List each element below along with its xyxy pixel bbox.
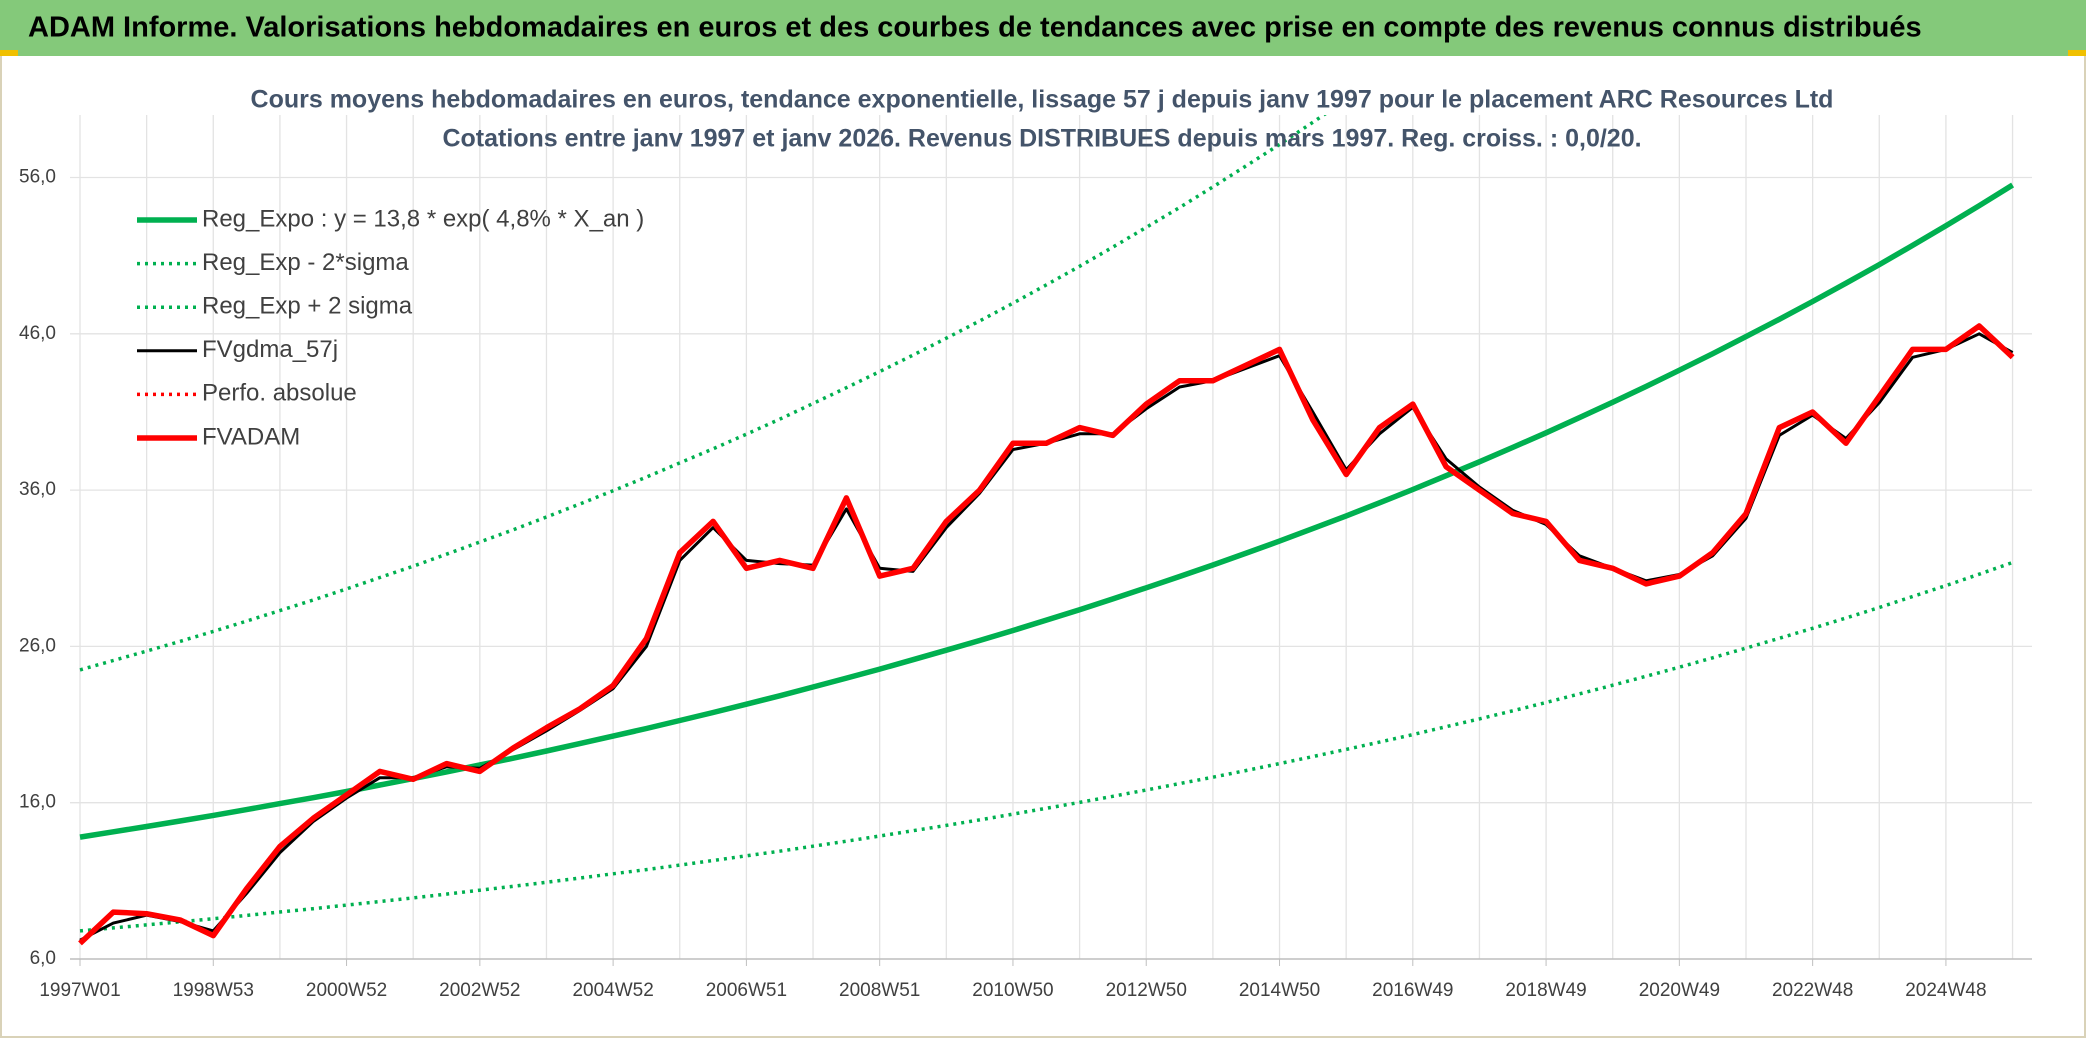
x-tick-label: 2016W49 [1372,980,1453,1001]
x-tick-label: 2008W51 [839,980,920,1001]
chart-subtitle: Cours moyens hebdomadaires en euros, ten… [251,86,1834,114]
y-tick-label: 46,0 [19,323,56,344]
y-tick-label: 6,0 [30,948,56,969]
x-tick-label: 1998W53 [173,980,254,1001]
x-tick-label: 2020W49 [1639,980,1720,1001]
chart-subtitle: Cotations entre janv 1997 et janv 2026. … [442,125,1641,153]
legend-label: Reg_Expo : y = 13,8 * exp( 4,8% * X_an ) [202,205,644,232]
corner [2068,50,2086,56]
legend-label: Reg_Exp - 2*sigma [202,249,409,276]
x-tick-label: 2012W50 [1106,980,1187,1001]
y-tick-label: 16,0 [19,792,56,813]
series-line [79,115,1327,672]
x-tick-label: 2024W48 [1905,980,1986,1001]
legend-label: FVgdma_57j [202,336,338,363]
x-tick-label: 1997W01 [39,980,120,1001]
x-tick-label: 2004W52 [572,980,653,1001]
x-tick-label: 2014W50 [1239,980,1320,1001]
legend-label: FVADAM [202,423,300,450]
y-tick-label: 26,0 [19,635,56,656]
chart-title: ADAM Informe. Valorisations hebdomadaire… [28,12,1922,44]
legend-label: Perfo. absolue [202,380,357,407]
x-tick-label: 2018W49 [1505,980,1586,1001]
x-tick-label: 2002W52 [439,980,520,1001]
x-tick-label: 2010W50 [972,980,1053,1001]
corner [0,50,18,56]
title-bar [0,0,2086,56]
y-tick-label: 36,0 [19,479,56,500]
series-line [79,560,2014,933]
legend-label: Reg_Exp + 2 sigma [202,293,413,320]
series-line [79,182,2015,840]
x-tick-label: 2022W48 [1772,980,1853,1001]
series-line [78,323,2015,946]
x-tick-label: 2000W52 [306,980,387,1001]
y-tick-label: 56,0 [19,167,56,188]
x-tick-label: 2006W51 [706,980,787,1001]
